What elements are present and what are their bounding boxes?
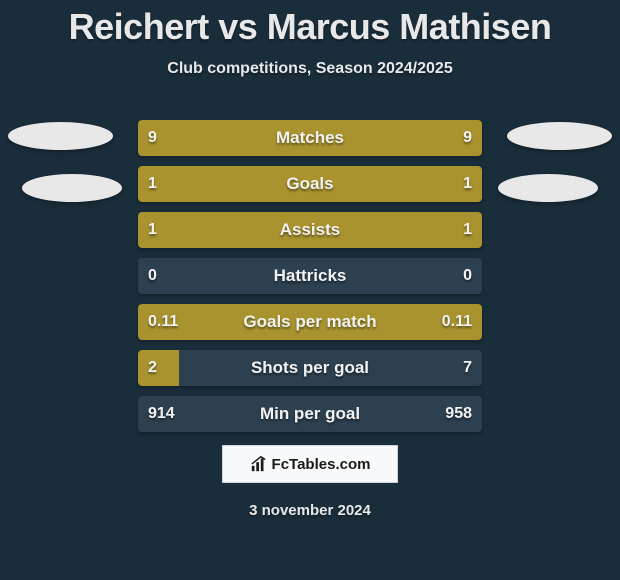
player-left-badge-bottom (22, 174, 122, 202)
branding-text: FcTables.com (272, 456, 371, 473)
stat-row: 2Shots per goal7 (138, 350, 482, 386)
player-left-badge-top (8, 122, 113, 150)
row-label: Goals (138, 166, 482, 202)
value-right: 7 (463, 350, 472, 386)
row-label: Shots per goal (138, 350, 482, 386)
row-label: Goals per match (138, 304, 482, 340)
value-right: 1 (463, 212, 472, 248)
value-right: 0 (463, 258, 472, 294)
row-label: Hattricks (138, 258, 482, 294)
subtitle: Club competitions, Season 2024/2025 (0, 60, 620, 78)
value-right: 9 (463, 120, 472, 156)
page-title: Reichert vs Marcus Mathisen (0, 0, 620, 48)
stats-rows: 9Matches91Goals11Assists10Hattricks00.11… (138, 120, 482, 442)
stat-row: 1Assists1 (138, 212, 482, 248)
row-label: Matches (138, 120, 482, 156)
player-right-badge-top (507, 122, 612, 150)
chart-icon (250, 455, 268, 473)
branding-box[interactable]: FcTables.com (222, 445, 398, 483)
value-right: 958 (445, 396, 472, 432)
stat-row: 914Min per goal958 (138, 396, 482, 432)
value-right: 1 (463, 166, 472, 202)
player-right-badge-bottom (498, 174, 598, 202)
value-right: 0.11 (442, 304, 472, 340)
stat-row: 0Hattricks0 (138, 258, 482, 294)
stat-row: 9Matches9 (138, 120, 482, 156)
stat-row: 1Goals1 (138, 166, 482, 202)
footer-date: 3 november 2024 (0, 502, 620, 519)
row-label: Min per goal (138, 396, 482, 432)
row-label: Assists (138, 212, 482, 248)
stat-row: 0.11Goals per match0.11 (138, 304, 482, 340)
